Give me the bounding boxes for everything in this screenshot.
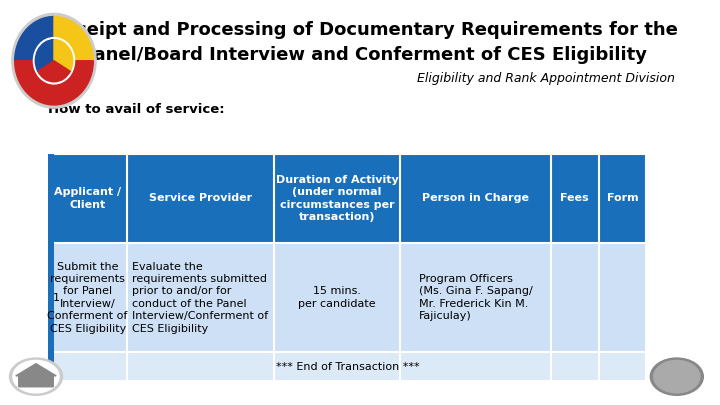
Circle shape [650,358,703,395]
Text: Applicant /
Client: Applicant / Client [54,187,121,210]
Text: Program Officers
(Ms. Gina F. Sapang/
Mr. Frederick Kin M.
Fajiculay): Program Officers (Ms. Gina F. Sapang/ Mr… [419,274,533,321]
Polygon shape [19,367,53,387]
Text: Receipt and Processing of Documentary Requirements for the: Receipt and Processing of Documentary Re… [50,21,678,39]
FancyBboxPatch shape [48,154,647,243]
Wedge shape [14,61,94,105]
FancyBboxPatch shape [48,352,647,381]
Text: Evaluate the
requirements submitted
prior to and/or for
conduct of the Panel
Int: Evaluate the requirements submitted prio… [132,262,269,334]
Wedge shape [54,40,73,71]
Circle shape [13,360,59,393]
Text: Fees: Fees [560,194,589,203]
Circle shape [9,358,63,395]
Text: Service Provider: Service Provider [149,194,252,203]
FancyBboxPatch shape [48,243,647,352]
Circle shape [33,38,75,84]
Text: How to avail of service:: How to avail of service: [48,103,225,116]
Wedge shape [37,61,71,82]
Text: Duration of Activity
(under normal
circumstances per
transaction): Duration of Activity (under normal circu… [276,175,399,222]
Text: *** End of Transaction ***: *** End of Transaction *** [276,362,419,371]
Text: 1: 1 [53,293,60,303]
Text: Form: Form [607,194,639,203]
Wedge shape [35,40,54,71]
Wedge shape [54,17,94,61]
Circle shape [654,360,700,393]
Text: Eligibility and Rank Appointment Division: Eligibility and Rank Appointment Divisio… [417,72,675,85]
Circle shape [12,13,96,108]
Polygon shape [16,364,56,376]
FancyBboxPatch shape [48,154,53,381]
Text: 15 mins.
per candidate: 15 mins. per candidate [298,286,376,309]
Text: Panel/Board Interview and Conferment of CES Eligibility: Panel/Board Interview and Conferment of … [81,46,647,64]
Text: Person in Charge: Person in Charge [422,194,529,203]
Wedge shape [14,17,54,61]
Text: Submit the
requirements
for Panel
Interview/
Conferment of
CES Eligibility: Submit the requirements for Panel Interv… [48,262,128,334]
